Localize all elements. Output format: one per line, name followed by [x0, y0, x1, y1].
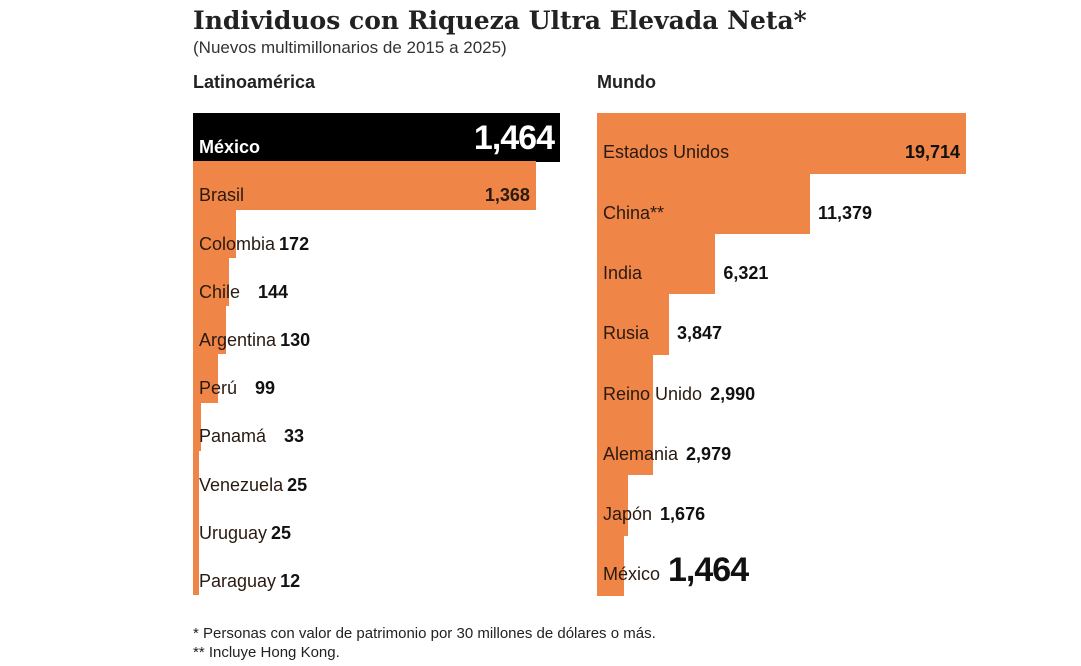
bar-2	[597, 233, 716, 295]
value-label: 99	[255, 378, 276, 399]
bar-8	[193, 498, 200, 548]
value-label: 172	[279, 233, 310, 254]
value-label: 1,464	[668, 551, 749, 590]
bar-4	[193, 305, 226, 355]
value-label: 11,379	[817, 202, 873, 223]
chart-subtitle: (Nuevos multimillonarios de 2015 a 2025)	[193, 38, 507, 57]
value-label: 1,368	[484, 185, 530, 206]
value-label: 25	[287, 474, 308, 495]
category-label: Chile	[199, 281, 241, 302]
bar-5	[193, 354, 218, 403]
bar-2	[193, 209, 237, 259]
footnote-2: ** Incluye Hong Kong.	[193, 644, 340, 661]
category-label: Paraguay	[199, 571, 277, 591]
category-label: Uruguay	[199, 522, 268, 543]
value-label: 33	[284, 426, 305, 447]
value-label: 1,676	[660, 504, 706, 525]
footnote-1: * Personas con valor de patrimonio por 3…	[193, 625, 656, 642]
category-label: Perú	[199, 378, 238, 399]
bar-4	[597, 354, 653, 415]
bar-0	[597, 113, 966, 174]
bar-0	[193, 113, 560, 162]
bar-7	[597, 535, 625, 596]
panel-title-world: Mundo	[597, 72, 656, 92]
category-label: Estados Unidos	[603, 142, 730, 163]
category-label: Alemania	[603, 443, 679, 464]
bar-3	[193, 257, 230, 307]
category-label: Reino Unido	[603, 383, 703, 404]
value-label: 19,714	[904, 142, 960, 163]
value-label: 2,979	[686, 443, 732, 464]
bar-5	[597, 414, 653, 476]
value-label: 12	[280, 571, 301, 591]
bar-6	[193, 402, 202, 451]
value-label: 130	[280, 330, 311, 350]
bar-1	[597, 173, 810, 235]
category-label: Japón	[603, 504, 653, 525]
category-label: Brasil	[199, 185, 245, 206]
bar-3	[597, 293, 669, 355]
category-label: Argentina	[199, 330, 277, 350]
value-label: 3,847	[677, 323, 723, 344]
category-label: México	[603, 564, 661, 585]
panel-title-latam: Latinoamérica	[193, 72, 316, 92]
value-label: 1,464	[473, 119, 555, 157]
footnotes: * Personas con valor de patrimonio por 3…	[193, 624, 656, 662]
value-label: 25	[271, 522, 292, 543]
bar-6	[597, 474, 629, 536]
category-label: Colombia	[199, 233, 276, 254]
category-label: Venezuela	[199, 474, 284, 495]
category-label: India	[603, 262, 643, 283]
value-label: 2,990	[710, 383, 756, 404]
value-label: 144	[258, 281, 289, 302]
bar-7	[193, 450, 200, 500]
category-label: China**	[603, 202, 665, 223]
category-label: Rusia	[603, 323, 650, 344]
bar-9	[193, 546, 199, 596]
category-label: México	[199, 137, 261, 158]
value-label: 6,321	[723, 262, 769, 283]
bar-1	[193, 161, 536, 210]
category-label: Panamá	[199, 426, 267, 447]
chart-title: Individuos con Riqueza Ultra Elevada Net…	[193, 6, 807, 35]
